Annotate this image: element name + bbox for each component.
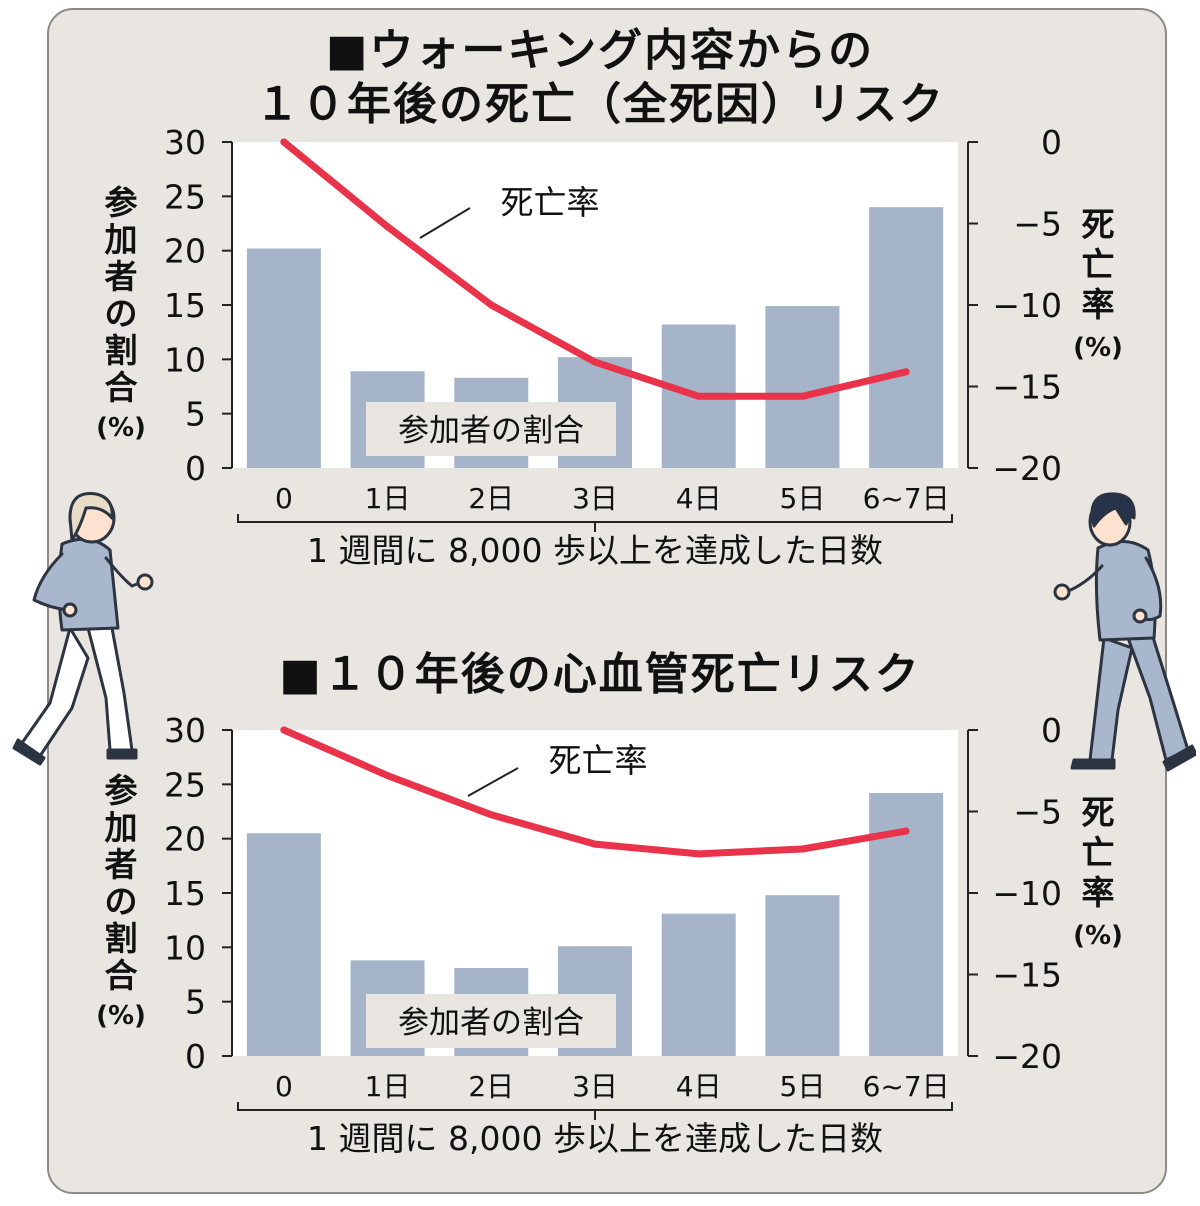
- chart-2-left-axis-label: 参: [105, 771, 138, 810]
- chart-1-x-tick-label: 1日: [365, 482, 411, 515]
- chart-2-bar-series-label: 参加者の割合: [398, 1005, 584, 1041]
- chart-1-right-tick-label: −20: [992, 449, 1062, 488]
- chart-2-x-axis-caption: 1 週間に 8,000 歩以上を達成した日数: [307, 1119, 883, 1158]
- chart-1-title-line-2: １０年後の死亡（全死因）リスク: [255, 79, 945, 130]
- walking-man-icon: [1053, 492, 1196, 772]
- chart-2-left-tick-label: 20: [164, 820, 206, 859]
- chart-2-x-tick-label: 3日: [572, 1070, 618, 1103]
- chart-2-left-tick-label: 30: [164, 711, 206, 750]
- chart-2-x-tick-label: 5日: [780, 1070, 826, 1103]
- chart-2-left-axis-label: 者: [105, 845, 138, 884]
- chart-1-right-axis-label: 死: [1082, 205, 1115, 244]
- chart-1-x-axis-caption: 1 週間に 8,000 歩以上を達成した日数: [307, 531, 883, 570]
- chart-2-x-tick-label: 1日: [365, 1070, 411, 1103]
- chart-2-left-tick-label: 5: [185, 983, 206, 1022]
- chart-2-left-tick-label: 15: [164, 874, 206, 913]
- chart-2-right-tick-label: −10: [992, 874, 1062, 913]
- chart-2-line-series-label: 死亡率: [549, 741, 648, 780]
- chart-2-mortality-point: [280, 726, 288, 734]
- chart-1-mortality-point: [384, 223, 392, 231]
- chart-1-x-tick-label: 5日: [780, 482, 826, 515]
- chart-2-bar-label-bg: [366, 994, 616, 1048]
- chart-2-bar: [765, 895, 840, 1056]
- chart-1-x-tick-label: 2日: [468, 482, 514, 515]
- chart-2-right-tick-label: −20: [992, 1037, 1062, 1076]
- chart-1-left-tick-label: 30: [164, 123, 206, 162]
- chart-1-bar-label-bg: [366, 402, 616, 456]
- chart-1-mortality-point: [487, 301, 495, 309]
- chart-1-mortality-point: [695, 392, 703, 400]
- chart-2-right-tick-label: −5: [1013, 793, 1062, 832]
- chart-2-left-tick-label: 25: [164, 765, 206, 804]
- chart-2-left-axis-label: 割: [105, 919, 138, 958]
- chart-1-right-tick-label: −15: [992, 368, 1062, 407]
- chart-2-bar: [246, 833, 321, 1056]
- chart-2-mortality-point: [487, 811, 495, 819]
- chart-2-x-tick-label: 6~7日: [863, 1070, 950, 1103]
- chart-1-title-line-1: ■ウォーキング内容からの: [325, 25, 875, 76]
- chart-2-left-axis-label: の: [105, 882, 138, 921]
- chart-1-mortality-point: [591, 358, 599, 366]
- chart-1-x-tick-label: 4日: [676, 482, 722, 515]
- chart-1-left-axis-label: 割: [105, 331, 138, 370]
- chart-1-left-tick-label: 5: [185, 395, 206, 434]
- chart-1-right-axis-label: 亡: [1082, 245, 1115, 284]
- chart-2-right-axis-label: (%): [1073, 921, 1123, 951]
- chart-2-mortality-point: [798, 845, 806, 853]
- chart-1-left-axis-label: の: [105, 294, 138, 333]
- chart-2-mortality-point: [384, 772, 392, 780]
- chart-2-left-tick-label: 10: [164, 928, 206, 967]
- chart-1-mortality-point: [280, 138, 288, 146]
- chart-2-left-axis-label: 合: [105, 956, 138, 995]
- chart-1-left-tick-label: 20: [164, 232, 206, 271]
- chart-1-x-tick-label: 3日: [572, 482, 618, 515]
- chart-2-left-tick-label: 0: [185, 1037, 206, 1076]
- chart-2-mortality-point: [591, 840, 599, 848]
- chart-1-x-bracket: [237, 514, 953, 532]
- chart-1-right-axis-label: (%): [1073, 333, 1123, 363]
- chart-1-right-tick-label: −5: [1013, 205, 1062, 244]
- chart-2-right-tick-label: 0: [1041, 711, 1062, 750]
- chart-1-left-tick-label: 25: [164, 177, 206, 216]
- chart-2-x-tick-label: 0: [275, 1070, 293, 1103]
- chart-1-left-axis-label: 参: [105, 183, 138, 222]
- chart-2-right-axis-label: 死: [1082, 793, 1115, 832]
- chart-2-right-axis-label: 率: [1082, 873, 1115, 912]
- chart-2-x-tick-label: 4日: [676, 1070, 722, 1103]
- chart-1-left-axis-label: 者: [105, 257, 138, 296]
- walking-woman-icon: [12, 492, 154, 766]
- chart-1-left-tick-label: 15: [164, 286, 206, 325]
- chart-2-left-axis-label: (%): [96, 1001, 146, 1031]
- chart-2-right-axis-label: 亡: [1082, 833, 1115, 872]
- chart-1-x-tick-label: 6~7日: [863, 482, 950, 515]
- chart-2-right-tick-label: −15: [992, 956, 1062, 995]
- chart-2-mortality-point: [695, 850, 703, 858]
- chart-1-right-tick-label: −10: [992, 286, 1062, 325]
- chart-2-line-label-leader: [467, 767, 519, 797]
- chart-1-left-axis-label: 加: [105, 220, 138, 259]
- chart-1-right-axis-label: 率: [1082, 285, 1115, 324]
- chart-2-mortality-point: [902, 827, 910, 835]
- chart-2-title: ■１０年後の心血管死亡リスク: [279, 649, 921, 700]
- chart-1-left-axis-label: (%): [96, 413, 146, 443]
- chart-1-x-tick-label: 0: [275, 482, 293, 515]
- chart-2-bar: [661, 913, 736, 1056]
- chart-1-mortality-point: [798, 392, 806, 400]
- chart-1-right-tick-label: 0: [1041, 123, 1062, 162]
- chart-1-bar: [246, 248, 321, 468]
- chart-1-left-tick-label: 10: [164, 340, 206, 379]
- chart-1-mortality-point: [902, 368, 910, 376]
- chart-1-bar-series-label: 参加者の割合: [398, 413, 584, 449]
- chart-1-bar: [869, 207, 944, 468]
- chart-2-x-bracket: [237, 1102, 953, 1120]
- chart-1-line-label-leader: [419, 207, 471, 239]
- chart-1-left-axis-label: 合: [105, 368, 138, 407]
- chart-1-left-tick-label: 0: [185, 449, 206, 488]
- chart-2-x-tick-label: 2日: [468, 1070, 514, 1103]
- chart-1-line-series-label: 死亡率: [501, 183, 600, 222]
- chart-2-left-axis-label: 加: [105, 808, 138, 847]
